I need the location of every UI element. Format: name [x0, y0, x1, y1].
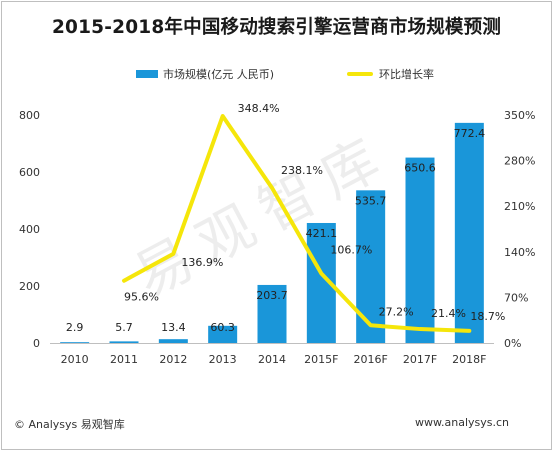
legend-item-line: 环比增长率: [347, 66, 434, 82]
growth-line: [122, 114, 472, 333]
y-right-tick-label: 210%: [504, 200, 535, 213]
y-left-tick-label: 400: [19, 223, 40, 236]
bar-value-label: 2.9: [66, 321, 84, 334]
y-right-tick-label: 140%: [504, 246, 535, 259]
bar-value-label: 650.6: [404, 162, 436, 175]
bar-value-label: 5.7: [115, 321, 133, 334]
bars: [60, 122, 484, 343]
line-value-label: 106.7%: [330, 243, 372, 256]
footer-site: www.analysys.cn: [415, 416, 509, 429]
x-tick-label: 2013: [209, 353, 237, 366]
bar-value-label: 13.4: [161, 321, 186, 334]
legend-line-label: 环比增长率: [379, 68, 434, 81]
bar-value-label: 535.7: [355, 194, 387, 207]
bar-value-label: 203.7: [256, 289, 288, 302]
x-tick-label: 2014: [258, 353, 286, 366]
bar-value-label: 60.3: [210, 321, 235, 334]
bar: [109, 341, 139, 343]
y-right-tick-label: 0%: [504, 337, 521, 350]
x-tick-label: 2017F: [403, 353, 437, 366]
line-value-label: 18.7%: [470, 310, 505, 323]
bar: [257, 284, 287, 343]
line-value-label: 238.1%: [281, 164, 323, 177]
bar: [60, 342, 90, 343]
y-left-tick-label: 200: [19, 280, 40, 293]
line-value-label: 21.4%: [431, 307, 466, 320]
y-left-tick-label: 600: [19, 166, 40, 179]
legend: 市场规模(亿元 人民币) 环比增长率: [2, 66, 551, 82]
legend-bar-label: 市场规模(亿元 人民币): [163, 68, 275, 81]
line-value-label: 95.6%: [124, 291, 159, 304]
legend-line-swatch: [347, 72, 373, 76]
bar-value-label: 421.1: [306, 227, 338, 240]
y-left-tick-label: 800: [19, 109, 40, 122]
footer-source: © Analysys 易观智库: [14, 418, 125, 431]
bar-value-label: 772.4: [454, 127, 486, 140]
axes: 0 200 400 600 800 0% 70% 140% 210% 280% 350% 2010 20…: [19, 109, 535, 366]
x-tick-label: 2011: [110, 353, 138, 366]
growth-line-path: [122, 114, 472, 333]
y-right-tick-label: 280%: [504, 155, 535, 168]
bar: [208, 325, 238, 343]
bar: [356, 190, 386, 343]
y-right-tick-label: 350%: [504, 109, 535, 122]
y-left-tick-label: 0: [33, 337, 40, 350]
line-value-label: 136.9%: [181, 256, 223, 269]
legend-item-bar: 市场规模(亿元 人民币): [136, 66, 274, 82]
x-tick-label: 2010: [61, 353, 89, 366]
y-right-tick-label: 70%: [504, 291, 528, 304]
bar: [454, 122, 484, 343]
bar: [405, 157, 435, 343]
legend-bar-swatch: [136, 70, 158, 78]
x-tick-label: 2018F: [452, 353, 486, 366]
x-tick-label: 2016F: [354, 353, 388, 366]
line-value-label: 27.2%: [379, 305, 414, 318]
x-tick-label: 2015F: [304, 353, 338, 366]
line-value-label: 348.4%: [238, 102, 280, 115]
data-labels: 2.9 5.7 13.4 60.3 203.7 421.1 535.7 650.6 772.4 9…: [66, 102, 505, 334]
x-tick-label: 2012: [159, 353, 187, 366]
chart-title: 2015-2018年中国移动搜索引擎运营商市场规模预测: [51, 17, 502, 38]
bar: [158, 339, 188, 343]
